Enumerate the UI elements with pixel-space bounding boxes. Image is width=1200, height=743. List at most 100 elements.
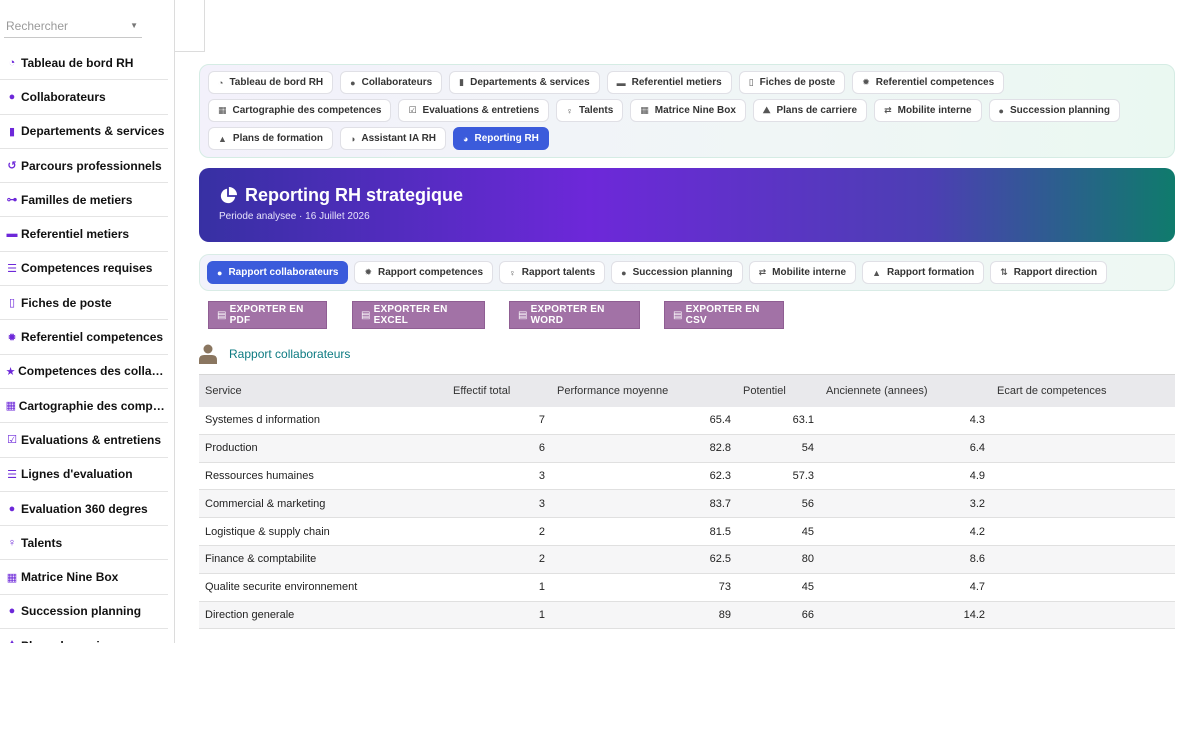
sidebar: Rechercher ▼ ◔ Tableau de bord RH ● Collabo… <box>0 0 175 643</box>
report-tab-rapport-formation[interactable]: ▲ Rapport formation <box>862 261 985 284</box>
sidebar-item-collaborateurs[interactable]: ● Collaborateurs <box>0 80 168 115</box>
sidebar-item-tableau-de-bord-rh[interactable]: ◔ Tableau de bord RH <box>0 46 168 81</box>
tab-evaluations-entretiens[interactable]: ☑ Evaluations & entretiens <box>398 99 550 122</box>
badge-icon: ✹ <box>364 267 373 277</box>
sidebar-item-succession-planning[interactable]: ● Succession planning <box>0 595 168 630</box>
report-tab-rapport-direction[interactable]: ⇅ Rapport direction <box>990 261 1108 284</box>
value-cell: 62.5 <box>709 553 731 566</box>
value-cell: 82.8 <box>709 442 731 455</box>
sidebar-item-competences-des-collaborateurs[interactable]: ★Competences des collaborateurs <box>0 355 168 389</box>
tab-plans-de-carriere[interactable]: ⛰ Plans de carriere <box>752 99 868 122</box>
sidebar-item-matrice-nine-box[interactable]: ▦ Matrice Nine Box <box>0 560 168 595</box>
sidebar-item-label: Evaluation 360 degres <box>21 501 148 516</box>
sidebar-item-label: Departements & services <box>21 124 165 139</box>
tab-referentiel-metiers[interactable]: ▬ Referentiel metiers <box>606 71 732 94</box>
sidebar-item-talents[interactable]: ♀ Talents <box>0 526 168 561</box>
tab-tableau-de-bord-rh[interactable]: ◔ Tableau de bord RH <box>208 71 334 94</box>
sidebar-item-evaluations-entretiens[interactable]: ☑ Evaluations & entretiens <box>0 423 168 458</box>
sidebar-item-familles-de-metiers[interactable]: ⊶ Familles de metiers <box>0 183 168 218</box>
service-cell: Ressources humaines <box>205 469 314 482</box>
award-icon: ♀ <box>566 105 573 116</box>
tab-matrice-nine-box[interactable]: ▦ Matrice Nine Box <box>630 99 746 122</box>
sidebar-item-label: Collaborateurs <box>21 89 106 104</box>
export-csv-button[interactable]: ▤ EXPORTER EN CSV <box>664 301 784 329</box>
user-icon: ● <box>8 90 16 103</box>
tab-fiches-de-poste[interactable]: ▯ Fiches de poste <box>738 71 846 94</box>
table-body: Systemes d information 7 65.4 63.1 4.3 Produc… <box>199 406 1175 629</box>
clipboard-check-icon: ☑ <box>408 105 417 115</box>
export-excel-button[interactable]: ▤ EXPORTER EN EXCEL <box>352 301 485 329</box>
value-cell: 6 <box>538 442 545 455</box>
report-tab-mobilite-interne[interactable]: ⇄ Mobilite interne <box>748 261 857 284</box>
report-tab-rapport-talents[interactable]: ♀ Rapport talents <box>499 261 606 284</box>
value-cell: 45 <box>801 525 814 538</box>
report-tab-label: Rapport formation <box>886 267 975 278</box>
report-title: Rapport collaborateurs <box>229 347 351 361</box>
value-cell: 54 <box>801 442 814 455</box>
grid-icon: ▦ <box>218 105 227 115</box>
report-tab-label: Rapport collaborateurs <box>228 267 339 278</box>
report-tab-rapport-collaborateurs[interactable]: ● Rapport collaborateurs <box>207 261 349 284</box>
tab-departements-services[interactable]: ▮ Departements & services <box>449 71 600 94</box>
chart-pie-icon <box>220 186 237 203</box>
user-icon <box>199 344 217 364</box>
list-icon: ☰ <box>7 262 17 275</box>
export-word-button[interactable]: ▤ EXPORTER EN WORD <box>509 301 640 329</box>
column-header-effectif-total[interactable]: Effectif total <box>447 374 551 407</box>
tab-collaborateurs[interactable]: ● Collaborateurs <box>340 71 443 94</box>
star-icon: ★ <box>5 365 16 378</box>
column-header-service[interactable]: Service <box>199 374 447 407</box>
sidebar-item-label: Competences des collaborateurs <box>18 364 168 379</box>
tab-talents[interactable]: ♀ Talents <box>556 99 624 122</box>
sidebar-item-lignes-d-evaluation[interactable]: ☰ Lignes d'evaluation <box>0 458 168 492</box>
column-header-anciennete-annees[interactable]: Anciennete (annees) <box>820 374 991 407</box>
column-header-performance-moyenne[interactable]: Performance moyenne <box>551 374 737 407</box>
sidebar-item-referentiel-metiers[interactable]: ▬ Referentiel metiers <box>0 217 168 252</box>
report-tab-succession-planning[interactable]: ● Succession planning <box>611 261 743 284</box>
sidebar-item-evaluation-360-degres[interactable]: ● Evaluation 360 degres <box>0 492 168 527</box>
report-heading: Rapport collaborateurs <box>199 343 1175 365</box>
tab-plans-de-formation[interactable]: ▲ Plans de formation <box>208 127 333 150</box>
sidebar-item-cartographie-des-competences[interactable]: ▦Cartographie des competences <box>0 389 168 424</box>
tab-label: Mobilite interne <box>897 105 972 116</box>
sidebar-item-referentiel-competences[interactable]: ✹ Referentiel competences <box>0 320 168 355</box>
graduation-cap-icon: ▲ <box>872 267 881 278</box>
tab-label: Tableau de bord RH <box>229 77 324 88</box>
tab-mobilite-interne[interactable]: ⇄ Mobilite interne <box>874 99 982 122</box>
user-icon: ● <box>350 77 356 88</box>
sidebar-item-departements-services[interactable]: ▮ Departements & services <box>0 115 168 149</box>
value-cell <box>991 573 1175 601</box>
tab-label: Departements & services <box>470 77 590 88</box>
search-select[interactable]: Rechercher ▼ <box>4 14 142 38</box>
export-pdf-button[interactable]: ▤ EXPORTER EN PDF <box>208 301 327 329</box>
sidebar-item-fiches-de-poste[interactable]: ▯ Fiches de poste <box>0 286 168 321</box>
value-cell <box>991 490 1175 518</box>
sidebar-item-plans-de-carriere[interactable]: ⛰Plans de carriere <box>0 629 168 643</box>
column-header-ecart-de-competences[interactable]: Ecart de competences <box>991 374 1175 407</box>
module-navigation: ◔ Tableau de bord RH ● Collaborateurs ▮ Depar… <box>199 64 1175 158</box>
tab-assistant-ia-rh[interactable]: ◑ Assistant IA RH <box>339 127 447 150</box>
file-csv-icon: ▤ <box>673 309 683 321</box>
tab-reporting-rh[interactable]: ◕ Reporting RH <box>453 127 549 150</box>
brain-icon: ◑ <box>349 133 356 144</box>
sidebar-item-competences-requises[interactable]: ☰ Competences requises <box>0 252 168 287</box>
sidebar-item-label: Cartographie des competences <box>18 398 168 413</box>
report-tab-label: Mobilite interne <box>772 267 847 278</box>
service-cell: Qualite securite environnement <box>205 581 358 594</box>
value-cell: 81.5 <box>709 525 731 538</box>
report-tab-rapport-competences[interactable]: ✹ Rapport competences <box>354 261 494 284</box>
sidebar-menu: ◔ Tableau de bord RH ● Collaborateurs ▮ Depar… <box>0 46 168 643</box>
sidebar-item-label: Lignes d'evaluation <box>21 467 133 482</box>
report-hero-banner: Reporting RH strategique Periode analyse… <box>199 168 1175 242</box>
chevron-down-icon[interactable]: ▼ <box>130 21 138 30</box>
sidebar-item-parcours-professionnels[interactable]: ↺ Parcours professionnels <box>0 149 168 184</box>
tab-referentiel-competences[interactable]: ✹ Referentiel competences <box>852 71 1005 94</box>
main-content: ◔ Tableau de bord RH ● Collaborateurs ▮ Depar… <box>199 64 1175 629</box>
tab-succession-planning[interactable]: ● Succession planning <box>988 99 1121 122</box>
service-cell: Logistique & supply chain <box>205 525 330 538</box>
value-cell <box>991 462 1175 490</box>
column-header-potentiel[interactable]: Potentiel <box>737 374 820 407</box>
grid-icon: ▦ <box>640 105 649 115</box>
tab-cartographie-des-competences[interactable]: ▦ Cartographie des competences <box>208 99 392 122</box>
top-bar-corner <box>175 0 205 52</box>
